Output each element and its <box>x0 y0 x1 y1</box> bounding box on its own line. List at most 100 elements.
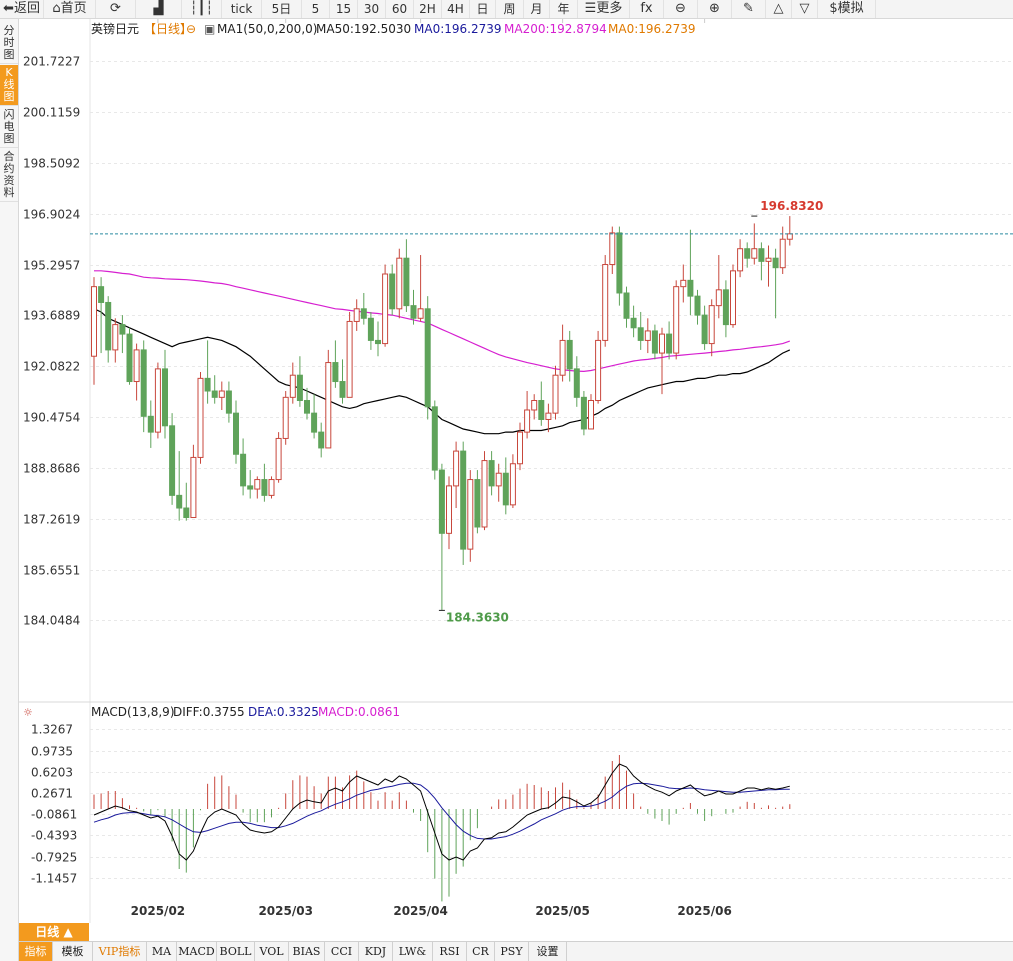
price-markers: 196.8320 184.3630 <box>90 199 1013 624</box>
toolbar-tick-button[interactable]: tick <box>222 0 262 18</box>
indicator-tab-0[interactable]: 指标 <box>19 942 53 961</box>
indicator-tab-8[interactable]: CCI <box>325 942 359 961</box>
indicator-tab-7[interactable]: BIAS <box>289 942 325 961</box>
indicator-tab-1[interactable]: 模板 <box>53 942 93 961</box>
candle-body-down <box>474 479 481 528</box>
indicator-tab-9[interactable]: KDJ <box>359 942 393 961</box>
candle-body-down <box>744 248 751 259</box>
sidebar-tab-3[interactable]: 合约资料 <box>0 149 18 202</box>
candle-body-down <box>98 286 105 303</box>
candle-body-down <box>147 415 154 433</box>
candle-body-down <box>772 257 779 269</box>
candle-body-down <box>694 295 701 316</box>
toolbar-h2-label: 2H <box>419 2 436 16</box>
toolbar-day-button[interactable]: 日 <box>470 0 496 18</box>
candle-body-down <box>758 248 765 262</box>
candle-body-up <box>481 460 488 528</box>
indicator-tab-12[interactable]: CR <box>467 942 495 961</box>
toolbar-simulate-label: 模拟 <box>837 1 864 16</box>
price-tick-label: 188.8686 <box>23 462 80 476</box>
toolbar-formula-button[interactable]: fx <box>630 0 664 18</box>
candle-body-down <box>169 425 176 496</box>
toolbar-m5-button[interactable]: 5 <box>302 0 330 18</box>
candle-body-down <box>460 450 467 550</box>
candle-body-up <box>602 264 609 341</box>
candle-body-down <box>261 479 268 496</box>
toolbar-week-button[interactable]: 周 <box>496 0 524 18</box>
toolbar-m15-button[interactable]: 15 <box>330 0 358 18</box>
candle-body-up <box>737 248 744 272</box>
toolbar-more-button[interactable]: ☰更多 <box>578 0 630 18</box>
toolbar-h2-button[interactable]: 2H <box>414 0 442 18</box>
candle-body-down <box>183 507 190 519</box>
candle-body-up <box>730 270 736 326</box>
toolbar-zoom-in-button[interactable]: ⊕ <box>698 0 732 18</box>
indicator-tab-11[interactable]: RSI <box>433 942 467 961</box>
header-item-8: MA0:196.2739 <box>608 22 696 36</box>
sidebar-tab-2[interactable]: 闪电图 <box>0 107 18 148</box>
candle-body-down <box>438 469 445 534</box>
candle-body-up <box>531 400 538 411</box>
price-tick-label: 185.6551 <box>23 564 80 578</box>
toolbar-m60-button[interactable]: 60 <box>386 0 414 18</box>
toolbar-tick-label: tick <box>230 2 253 16</box>
macd-tick-label: -1.1457 <box>31 872 77 886</box>
toolbar-zoom-out-button[interactable]: ⊖ <box>664 0 698 18</box>
candle-body-down <box>580 396 587 430</box>
toolbar-up-button[interactable]: △ <box>766 0 792 18</box>
toolbar-refresh-button[interactable]: ⟳ <box>96 0 136 18</box>
toolbar-simulate-button[interactable]: $模拟 <box>818 0 876 18</box>
candle-body-up <box>517 431 523 465</box>
toolbar-month-button[interactable]: 月 <box>524 0 550 18</box>
indicator-tab-14[interactable]: 设置 <box>529 942 567 961</box>
toolbar-5d-label: 5日 <box>271 2 292 16</box>
sidebar-tab-0[interactable]: 分时图 <box>0 23 18 64</box>
candle-body-down <box>666 333 673 354</box>
candle-body-down <box>211 390 218 398</box>
toolbar-year-button[interactable]: 年 <box>550 0 578 18</box>
indicator-tab-2[interactable]: VIP指标 <box>93 942 147 961</box>
indicator-tab-6[interactable]: VOL <box>255 942 289 961</box>
candle-body-up <box>254 479 261 490</box>
candle-body-down <box>225 390 232 414</box>
toolbar-h4-button[interactable]: 4H <box>442 0 470 18</box>
candle-body-up <box>751 248 758 259</box>
candle-body-down <box>240 453 247 487</box>
candle-body-up <box>708 305 715 345</box>
toolbar-home-button[interactable]: ⌂首页 <box>44 0 96 18</box>
indicator-tab-13[interactable]: PSY <box>495 942 529 961</box>
toolbar-candle-style-button[interactable]: ┆┃┆ <box>182 0 222 18</box>
candle-body-down <box>630 317 637 329</box>
candle-body-up <box>91 286 97 357</box>
candle-body-up <box>275 437 282 481</box>
candle-body-up <box>353 308 360 322</box>
candle-body-up <box>446 485 452 534</box>
toolbar-5d-button[interactable]: 5日 <box>262 0 302 18</box>
toolbar-indicators-button[interactable]: ▟ <box>136 0 182 18</box>
toolbar-draw-button[interactable]: ✎ <box>732 0 766 18</box>
grid <box>19 19 1013 923</box>
price-tick-label: 184.0484 <box>23 614 80 628</box>
candle-body-up <box>644 330 651 341</box>
macd-tick-label: 0.2671 <box>31 787 73 801</box>
indicator-tab-4[interactable]: MACD <box>177 942 217 961</box>
bar-chart-icon: ▟ <box>153 1 164 16</box>
moving-averages <box>93 270 791 435</box>
candle-body-down <box>651 330 658 354</box>
indicator-tab-10[interactable]: LW& <box>393 942 433 961</box>
candle-body-down <box>502 472 509 506</box>
price-tick-label: 192.0822 <box>23 360 80 374</box>
price-chart[interactable]: 英镑日元 【日线】⊖ ▣ MA1(50,0,200,0)MA50:192.5030 MA… <box>19 19 1013 923</box>
macd-panel: ☼ MACD(13,8,9)DIFF:0.3755 DEA:0.3325 MACD:0… <box>23 705 791 902</box>
toolbar-down-button[interactable]: ▽ <box>792 0 818 18</box>
indicator-tab-3[interactable]: MA <box>147 942 177 961</box>
back-arrow-icon: ⬅ <box>3 1 14 16</box>
high-marker-label: 196.8320 <box>760 199 823 213</box>
triangle-down-icon: ▽ <box>799 1 810 16</box>
diff-line <box>93 763 790 861</box>
toolbar-back-button[interactable]: ⬅返回 <box>0 0 44 18</box>
period-tab-daily[interactable]: 日线 ▲ <box>19 923 89 941</box>
indicator-tab-5[interactable]: BOLL <box>217 942 255 961</box>
toolbar-m30-button[interactable]: 30 <box>358 0 386 18</box>
